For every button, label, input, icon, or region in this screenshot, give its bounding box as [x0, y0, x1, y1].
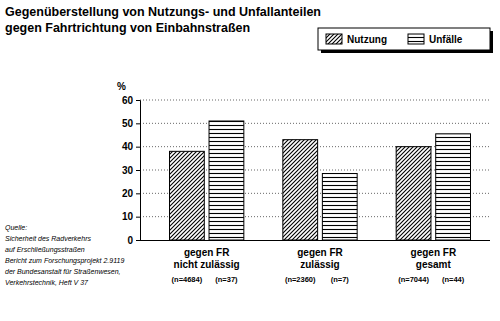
bar: [209, 121, 244, 240]
category-label: gegen FR: [411, 247, 457, 258]
legend: Nutzung Unfälle: [318, 28, 493, 53]
y-tick-mark: [136, 170, 140, 171]
y-tick-label: 20: [122, 188, 134, 199]
y-tick-mark: [136, 193, 140, 194]
n-label: (n=7): [331, 275, 350, 284]
y-axis-line: [136, 101, 141, 241]
y-tick-mark: [136, 240, 140, 241]
source: Quelle:: [5, 224, 27, 232]
y-tick: 40: [122, 141, 140, 152]
n-label: (n=7044): [398, 275, 429, 284]
y-tick-mark: [136, 147, 140, 148]
legend-label: Nutzung: [347, 34, 387, 45]
legend-label: Unfälle: [429, 34, 463, 45]
bars: [170, 121, 471, 240]
y-axis: 0 10 20 30 40 50 60: [122, 95, 141, 246]
y-tick-mark: [136, 217, 140, 218]
source: Bericht zum Forschungsprojekt 2.9119: [5, 257, 124, 265]
bar: [322, 174, 357, 241]
y-tick: 50: [122, 118, 140, 129]
y-tick-mark: [136, 123, 140, 124]
title: Gegenüberstellung von Nutzungs- und Unfa…: [5, 5, 321, 19]
category-label: zulässig: [300, 259, 339, 270]
bar: [436, 134, 471, 240]
y-tick-label: 60: [122, 95, 134, 106]
category-label: gesamt: [416, 259, 452, 270]
legend-swatch: [408, 34, 424, 44]
grid-line: [140, 123, 490, 124]
y-tick-label: 30: [122, 165, 134, 176]
n-label: (n=37): [215, 275, 238, 284]
category-label: nicht zulässig: [174, 259, 240, 270]
legend-box: [318, 28, 490, 50]
y-tick-label: 10: [122, 211, 134, 222]
bar: [396, 147, 431, 240]
y-tick: 0: [127, 235, 140, 246]
x-axis-line: [140, 240, 490, 241]
y-tick: 60: [122, 95, 140, 106]
y-tick-mark: [136, 100, 140, 101]
bar: [283, 140, 318, 240]
source: Verkehrstechnik, Heft V 37: [5, 279, 89, 286]
n-label: (n=4684): [172, 275, 203, 284]
y-tick-label: 40: [122, 141, 134, 152]
y-tick-label: 0: [127, 235, 133, 246]
legend-swatch: [326, 34, 342, 44]
grid-line: [140, 100, 490, 101]
y-tick: 30: [122, 165, 140, 176]
source: auf Erschließungsstraßen: [5, 246, 85, 254]
n-label: (n=44): [442, 275, 465, 284]
y-tick: 20: [122, 188, 140, 199]
x-axis: [140, 240, 490, 241]
category-label: gegen FR: [297, 247, 343, 258]
title: gegen Fahrtrichtung von Einbahnstraßen: [5, 21, 250, 35]
y-tick: 10: [122, 211, 140, 222]
chart: Gegenüberstellung von Nutzungs- und Unfa…: [0, 0, 500, 321]
category-label: gegen FR: [184, 247, 230, 258]
bar: [170, 151, 205, 240]
y-tick-label: 50: [122, 118, 134, 129]
n-label: (n=2360): [285, 275, 316, 284]
source: der Bundesanstalt für Straßenwesen,: [5, 268, 121, 275]
y-axis-title: %: [117, 81, 126, 92]
source: Sicherheit des Radverkehrs: [5, 235, 91, 242]
